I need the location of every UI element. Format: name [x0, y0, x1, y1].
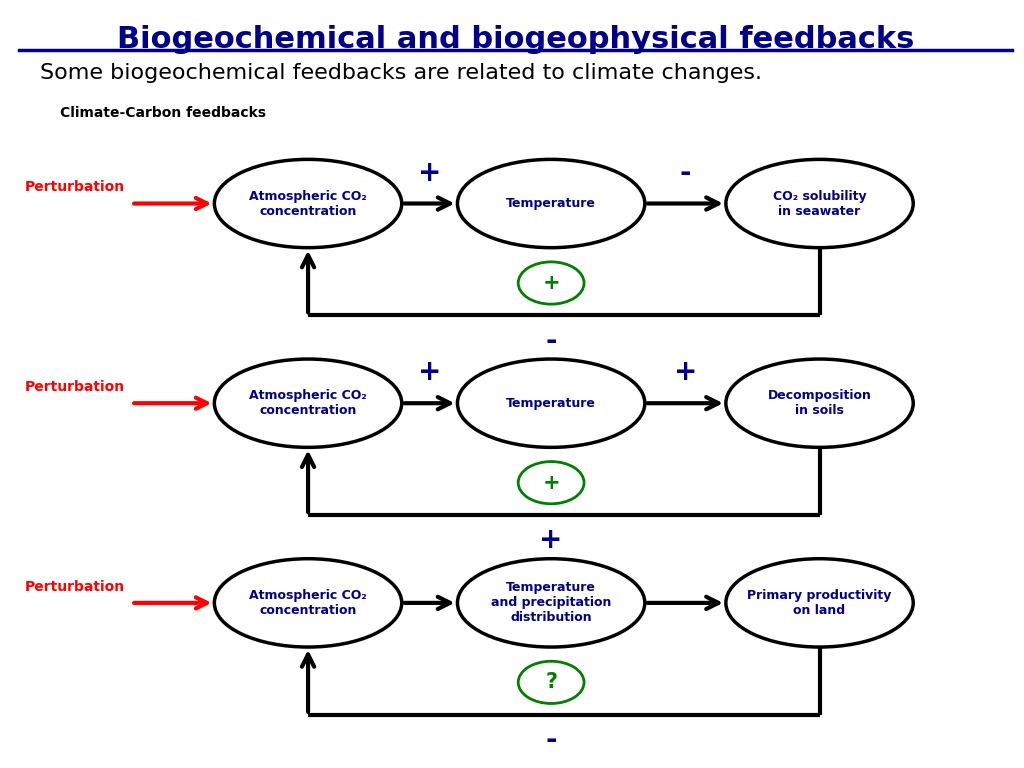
Text: Perturbation: Perturbation	[26, 580, 125, 594]
Text: -: -	[546, 727, 557, 754]
Text: -: -	[546, 327, 557, 355]
Ellipse shape	[458, 359, 645, 448]
Text: Perturbation: Perturbation	[26, 380, 125, 394]
Ellipse shape	[726, 359, 913, 448]
Ellipse shape	[518, 262, 584, 304]
Text: Some biogeochemical feedbacks are related to climate changes.: Some biogeochemical feedbacks are relate…	[40, 63, 762, 83]
Text: Perturbation: Perturbation	[26, 180, 125, 194]
Text: ?: ?	[545, 672, 557, 693]
Text: Temperature: Temperature	[506, 397, 596, 409]
Text: +: +	[418, 159, 441, 187]
Ellipse shape	[726, 559, 913, 647]
Text: +: +	[543, 472, 560, 493]
Ellipse shape	[518, 462, 584, 504]
Text: Atmospheric CO₂
concentration: Atmospheric CO₂ concentration	[249, 389, 367, 417]
Text: Atmospheric CO₂
concentration: Atmospheric CO₂ concentration	[249, 589, 367, 617]
Text: Primary productivity
on land: Primary productivity on land	[748, 589, 892, 617]
Text: Temperature: Temperature	[506, 197, 596, 210]
Text: Atmospheric CO₂
concentration: Atmospheric CO₂ concentration	[249, 190, 367, 217]
Text: +: +	[543, 273, 560, 293]
Text: +: +	[418, 359, 441, 386]
Text: Decomposition
in soils: Decomposition in soils	[768, 389, 871, 417]
Ellipse shape	[214, 160, 401, 247]
Ellipse shape	[214, 359, 401, 448]
Text: Climate-Carbon feedbacks: Climate-Carbon feedbacks	[59, 106, 266, 120]
Text: +: +	[674, 359, 697, 386]
Text: Biogeochemical and biogeophysical feedbacks: Biogeochemical and biogeophysical feedba…	[117, 25, 914, 54]
Ellipse shape	[458, 559, 645, 647]
Ellipse shape	[458, 160, 645, 247]
Text: +: +	[540, 527, 563, 554]
Ellipse shape	[214, 559, 401, 647]
Ellipse shape	[726, 160, 913, 247]
Text: -: -	[680, 159, 691, 187]
Ellipse shape	[518, 661, 584, 703]
Text: Temperature
and precipitation
distribution: Temperature and precipitation distributi…	[490, 581, 611, 624]
Text: CO₂ solubility
in seawater: CO₂ solubility in seawater	[773, 190, 866, 217]
